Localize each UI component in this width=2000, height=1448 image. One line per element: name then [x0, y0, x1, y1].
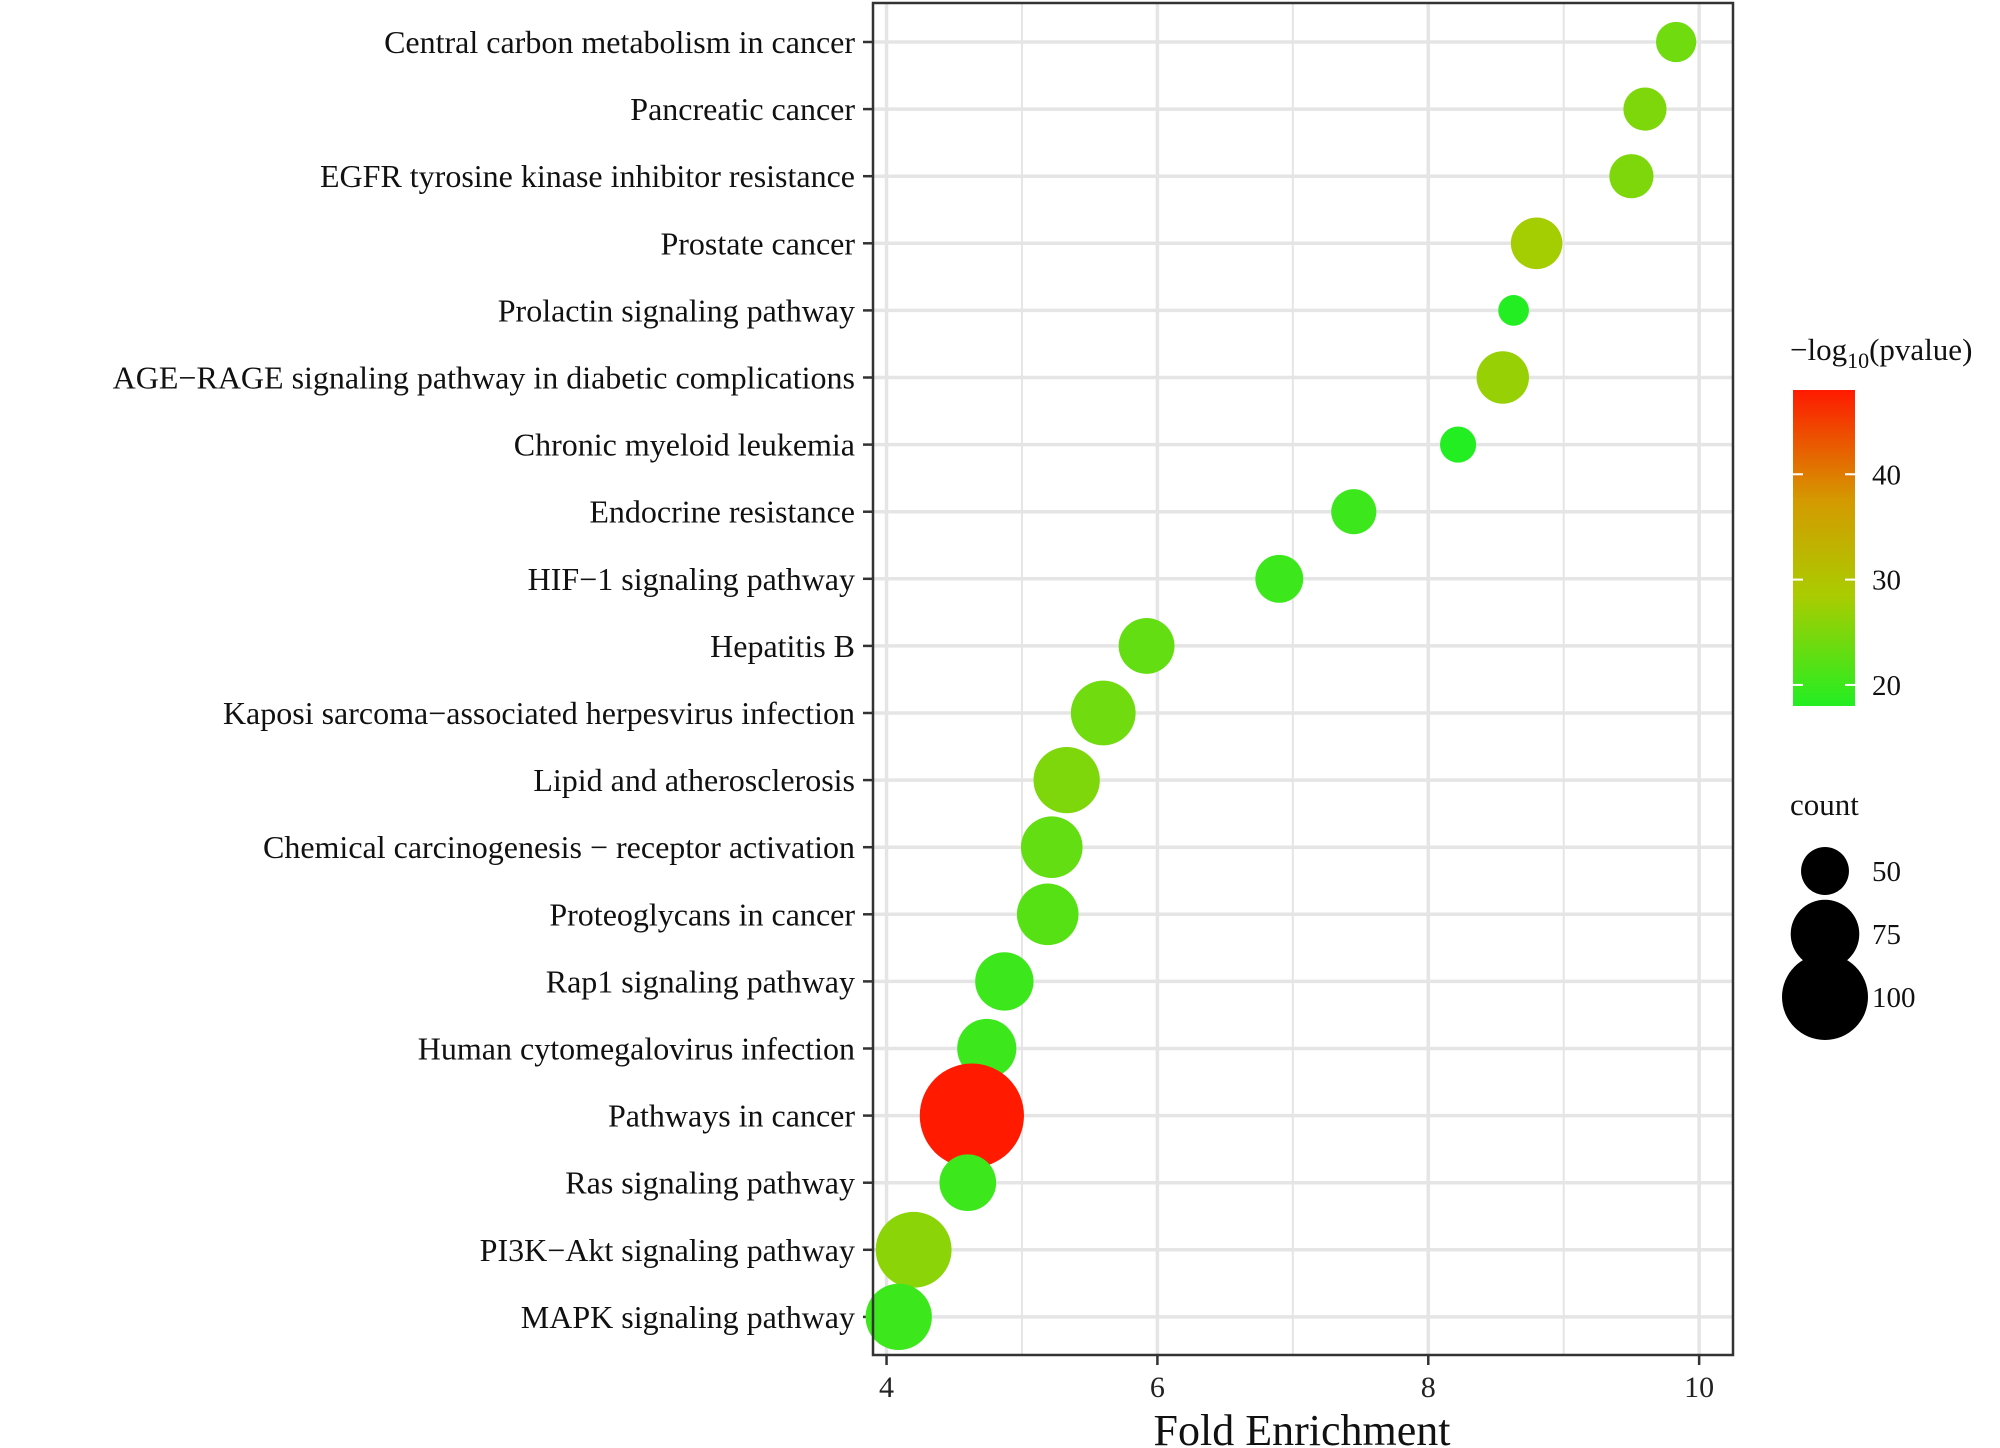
category-label: Prostate cancer	[660, 225, 855, 261]
size-legend-dot	[1801, 847, 1849, 895]
data-point	[1016, 883, 1079, 946]
x-axis-title: Fold Enrichment	[1154, 1406, 1451, 1448]
size-legend-items: 50 75 100	[1782, 847, 1916, 1040]
data-point	[1440, 426, 1477, 463]
data-point	[875, 1211, 952, 1288]
category-label: Prolactin signaling pathway	[498, 292, 855, 328]
x-tick-label: 10	[1684, 1371, 1714, 1404]
color-legend-title-prefix: −log	[1790, 332, 1847, 367]
category-label: AGE−RAGE signaling pathway in diabetic c…	[113, 360, 855, 396]
data-point	[1033, 746, 1100, 814]
category-label: Central carbon metabolism in cancer	[384, 24, 855, 60]
color-legend: −log10(pvalue) 20 30 40	[1790, 332, 1972, 706]
data-point	[1609, 154, 1654, 199]
category-label: Kaposi sarcoma−associated herpesvirus in…	[223, 695, 855, 731]
data-point	[1476, 351, 1529, 404]
color-legend-ticks: 20 30 40	[1793, 459, 1901, 702]
data-point	[975, 952, 1034, 1011]
size-legend-label: 75	[1872, 919, 1901, 951]
category-label: MAPK signaling pathway	[521, 1299, 855, 1335]
category-label: Human cytomegalovirus infection	[418, 1031, 855, 1067]
color-legend-title-suffix: (pvalue)	[1869, 332, 1972, 367]
data-point	[939, 1154, 997, 1212]
data-points	[865, 21, 1697, 1351]
color-legend-label: 20	[1872, 670, 1901, 702]
category-label: Chronic myeloid leukemia	[514, 427, 855, 463]
data-point	[865, 1283, 932, 1351]
data-point	[1498, 295, 1529, 326]
x-tick-label: 8	[1421, 1371, 1436, 1404]
color-legend-label: 30	[1872, 565, 1901, 597]
plot-panel-border	[871, 1, 1735, 1357]
x-axis: 4 6 8 10	[879, 1355, 1714, 1404]
category-label: Rap1 signaling pathway	[546, 963, 855, 999]
data-point	[1255, 554, 1304, 603]
color-legend-title-subscript: 10	[1847, 348, 1869, 373]
color-legend-title: −log10(pvalue)	[1790, 332, 1972, 373]
category-label: HIF−1 signaling pathway	[528, 561, 855, 597]
grid	[873, 3, 1733, 1355]
size-legend-title: count	[1790, 787, 1859, 822]
data-point	[919, 1063, 1024, 1168]
data-point	[1623, 87, 1667, 131]
y-axis-labels: Central carbon metabolism in cancer Pancr…	[113, 24, 873, 1335]
size-legend-dot	[1782, 954, 1868, 1040]
data-point	[1020, 816, 1083, 879]
color-legend-label: 40	[1872, 459, 1901, 491]
color-legend-bar	[1793, 390, 1855, 706]
category-label: Lipid and atherosclerosis	[533, 762, 855, 798]
category-label: PI3K−Akt signaling pathway	[480, 1232, 855, 1268]
category-label: Chemical carcinogenesis − receptor activ…	[263, 829, 855, 865]
category-label: Pathways in cancer	[608, 1098, 855, 1134]
data-point	[1070, 680, 1136, 746]
category-label: Hepatitis B	[710, 628, 855, 664]
category-label: Endocrine resistance	[589, 494, 855, 530]
data-point	[1510, 217, 1563, 270]
data-point	[957, 1018, 1017, 1079]
category-label: EGFR tyrosine kinase inhibitor resistanc…	[320, 158, 855, 194]
category-label: Ras signaling pathway	[565, 1165, 855, 1201]
x-tick-label: 4	[879, 1371, 894, 1404]
size-legend-label: 50	[1872, 856, 1901, 888]
data-point	[1331, 489, 1377, 535]
size-legend-label: 100	[1872, 982, 1916, 1014]
size-legend: count 50 75 100	[1782, 787, 1916, 1040]
category-label: Pancreatic cancer	[630, 91, 855, 127]
category-label: Proteoglycans in cancer	[549, 896, 855, 932]
x-tick-label: 6	[1150, 1371, 1165, 1404]
data-point	[1655, 21, 1697, 63]
data-point	[1118, 617, 1175, 674]
size-legend-dot	[1790, 899, 1860, 969]
